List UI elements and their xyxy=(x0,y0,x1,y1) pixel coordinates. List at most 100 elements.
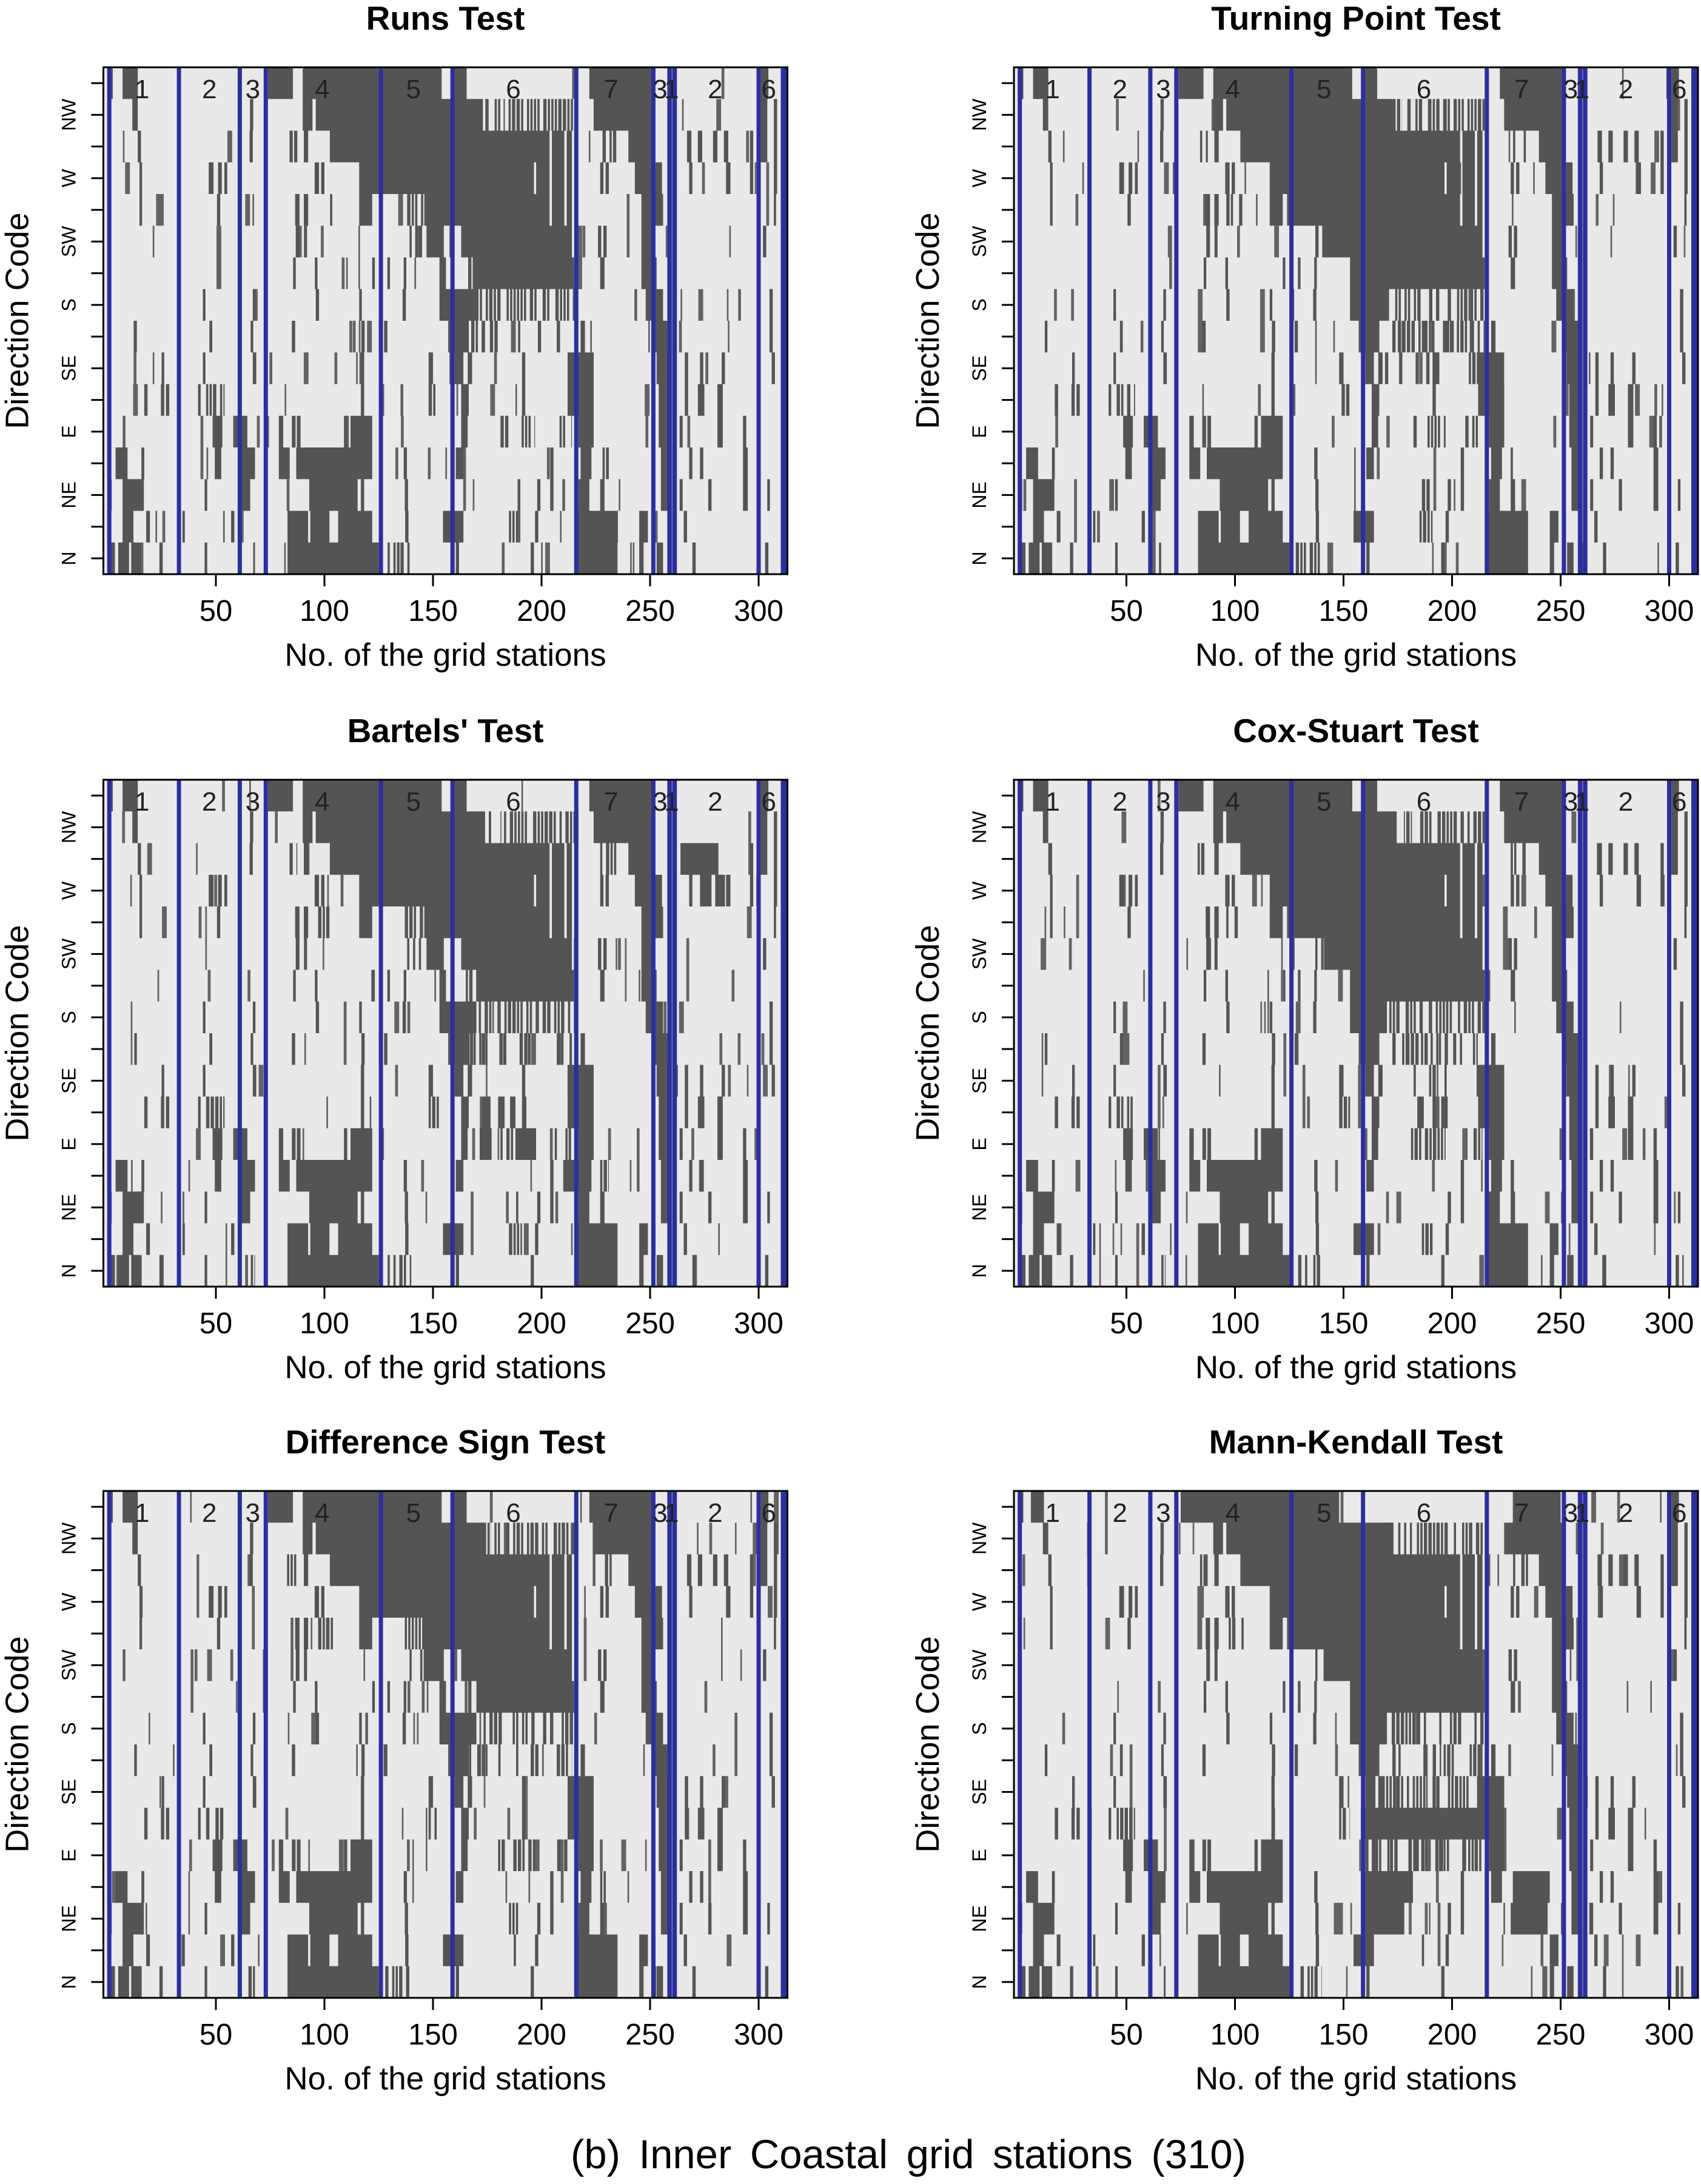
svg-text:N: N xyxy=(58,1975,80,1989)
svg-text:S: S xyxy=(58,1722,80,1735)
svg-text:3: 3 xyxy=(1563,1498,1578,1528)
svg-text:6: 6 xyxy=(506,1498,520,1528)
svg-text:4: 4 xyxy=(1226,1498,1240,1528)
svg-text:NW: NW xyxy=(58,1522,80,1555)
svg-text:1: 1 xyxy=(1575,1498,1589,1528)
svg-text:NE: NE xyxy=(58,1194,80,1221)
svg-text:100: 100 xyxy=(300,1307,349,1340)
svg-text:SW: SW xyxy=(58,938,80,970)
svg-text:200: 200 xyxy=(517,1307,566,1340)
svg-text:1: 1 xyxy=(135,75,149,104)
svg-text:100: 100 xyxy=(1210,595,1260,628)
svg-text:2: 2 xyxy=(202,1498,216,1528)
svg-text:200: 200 xyxy=(1428,2018,1477,2051)
svg-text:7: 7 xyxy=(603,75,618,104)
svg-text:4: 4 xyxy=(315,1498,329,1528)
svg-text:150: 150 xyxy=(1319,1307,1369,1340)
svg-text:50: 50 xyxy=(200,595,233,628)
svg-text:250: 250 xyxy=(1536,2018,1586,2051)
svg-text:SE: SE xyxy=(968,1068,990,1094)
svg-text:3: 3 xyxy=(653,1498,667,1528)
svg-text:6: 6 xyxy=(1417,1498,1431,1528)
svg-text:300: 300 xyxy=(734,1307,783,1340)
svg-text:E: E xyxy=(58,1137,80,1150)
svg-text:NW: NW xyxy=(968,811,990,843)
svg-text:SE: SE xyxy=(58,1779,80,1805)
svg-text:Direction Code: Direction Code xyxy=(910,925,946,1141)
svg-text:N: N xyxy=(58,1264,80,1278)
svg-text:6: 6 xyxy=(762,1498,776,1528)
svg-text:SW: SW xyxy=(968,226,990,257)
svg-text:3: 3 xyxy=(1156,1498,1170,1528)
svg-text:SW: SW xyxy=(968,1649,990,1681)
svg-text:200: 200 xyxy=(517,595,566,628)
svg-text:E: E xyxy=(968,1849,990,1861)
svg-text:100: 100 xyxy=(1210,1307,1260,1340)
svg-text:5: 5 xyxy=(406,1498,421,1528)
svg-text:(b) Inner Coastal grid station: (b) Inner Coastal grid stations (310) xyxy=(571,2132,1246,2177)
svg-text:NE: NE xyxy=(58,481,80,508)
svg-text:150: 150 xyxy=(408,595,458,628)
svg-text:1: 1 xyxy=(1575,787,1589,817)
svg-text:3: 3 xyxy=(1156,787,1170,817)
svg-text:50: 50 xyxy=(1110,1307,1143,1340)
svg-text:SW: SW xyxy=(968,938,990,970)
svg-text:W: W xyxy=(58,1592,80,1611)
svg-text:300: 300 xyxy=(734,2018,783,2051)
svg-text:150: 150 xyxy=(408,2018,458,2051)
svg-text:300: 300 xyxy=(734,595,783,628)
svg-text:E: E xyxy=(58,1849,80,1861)
svg-text:NE: NE xyxy=(968,1905,990,1932)
svg-text:250: 250 xyxy=(625,595,675,628)
svg-text:Difference Sign Test: Difference Sign Test xyxy=(286,1423,606,1461)
svg-text:2: 2 xyxy=(1619,75,1633,104)
svg-text:2: 2 xyxy=(1619,1498,1633,1528)
svg-text:W: W xyxy=(968,881,990,900)
svg-text:3: 3 xyxy=(1563,75,1578,104)
svg-text:150: 150 xyxy=(408,1307,458,1340)
svg-text:Mann-Kendall Test: Mann-Kendall Test xyxy=(1209,1423,1503,1461)
svg-text:250: 250 xyxy=(625,2018,675,2051)
svg-text:NW: NW xyxy=(58,811,80,843)
svg-text:2: 2 xyxy=(708,75,722,104)
svg-text:300: 300 xyxy=(1645,1307,1694,1340)
svg-text:3: 3 xyxy=(653,787,667,817)
svg-text:W: W xyxy=(968,1592,990,1611)
svg-text:3: 3 xyxy=(1563,787,1578,817)
svg-text:NW: NW xyxy=(968,98,990,131)
svg-text:2: 2 xyxy=(202,787,216,817)
svg-text:2: 2 xyxy=(1113,75,1127,104)
svg-text:NE: NE xyxy=(58,1905,80,1932)
svg-text:NW: NW xyxy=(58,98,80,131)
svg-text:4: 4 xyxy=(1226,787,1240,817)
svg-text:1: 1 xyxy=(1045,75,1060,104)
svg-text:SE: SE xyxy=(58,1068,80,1094)
svg-text:Runs Test: Runs Test xyxy=(366,0,525,37)
svg-text:300: 300 xyxy=(1645,595,1694,628)
svg-text:300: 300 xyxy=(1645,2018,1694,2051)
svg-text:S: S xyxy=(968,1722,990,1735)
svg-text:6: 6 xyxy=(1417,787,1431,817)
svg-text:No. of the grid stations: No. of the grid stations xyxy=(1195,1350,1517,1385)
svg-text:Cox-Stuart Test: Cox-Stuart Test xyxy=(1233,712,1478,749)
svg-text:100: 100 xyxy=(300,2018,349,2051)
svg-text:Direction Code: Direction Code xyxy=(0,1636,36,1852)
svg-text:Turning Point Test: Turning Point Test xyxy=(1211,0,1501,37)
svg-text:5: 5 xyxy=(406,787,421,817)
svg-text:6: 6 xyxy=(762,787,776,817)
svg-text:3: 3 xyxy=(653,75,667,104)
svg-text:2: 2 xyxy=(1113,1498,1127,1528)
svg-text:N: N xyxy=(58,551,80,565)
svg-text:1: 1 xyxy=(135,787,149,817)
svg-text:4: 4 xyxy=(315,75,329,104)
svg-text:1: 1 xyxy=(1045,1498,1060,1528)
svg-text:S: S xyxy=(58,1011,80,1023)
svg-text:6: 6 xyxy=(762,75,776,104)
svg-text:5: 5 xyxy=(1317,787,1331,817)
svg-text:5: 5 xyxy=(1317,75,1331,104)
svg-text:2: 2 xyxy=(1113,787,1127,817)
svg-text:3: 3 xyxy=(246,75,260,104)
svg-text:250: 250 xyxy=(625,1307,675,1340)
svg-text:3: 3 xyxy=(246,1498,260,1528)
svg-text:S: S xyxy=(968,298,990,311)
